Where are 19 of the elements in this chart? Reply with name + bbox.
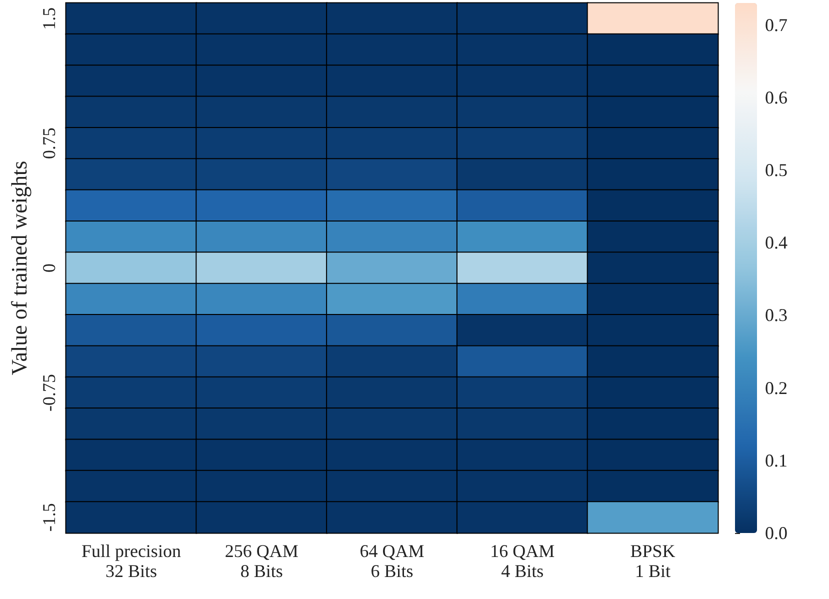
color-bar-label: 0.2 [765, 378, 788, 398]
x-tick-label: 16 QAM 4 Bits [490, 541, 555, 581]
x-tick-label: 256 QAM 8 Bits [224, 541, 298, 581]
color-bar-label: 0.6 [765, 87, 788, 108]
y-tick-label: -1.5 [39, 503, 59, 532]
color-bar-label: 0.4 [765, 232, 788, 253]
color-bar-label: 0.1 [765, 450, 788, 470]
x-tick-label: BPSK 1 Bit [630, 541, 676, 581]
x-tick-label: 64 QAM 6 Bits [360, 541, 424, 581]
y-tick-label: 1.5 [39, 7, 59, 30]
y-tick-label: -0.75 [39, 374, 59, 412]
color-bar-label: 0.5 [765, 160, 788, 180]
y-axis-title: Value of trained weights [6, 160, 32, 376]
y-tick-label: 0 [39, 264, 59, 272]
color-bar-label: 0.0 [765, 523, 788, 543]
color-bar-label: 0.3 [765, 305, 788, 326]
x-tick-label: Full precision 32 Bits [81, 541, 181, 581]
color-bar-label: 0.7 [765, 14, 788, 35]
y-tick-label: 0.75 [39, 128, 59, 160]
